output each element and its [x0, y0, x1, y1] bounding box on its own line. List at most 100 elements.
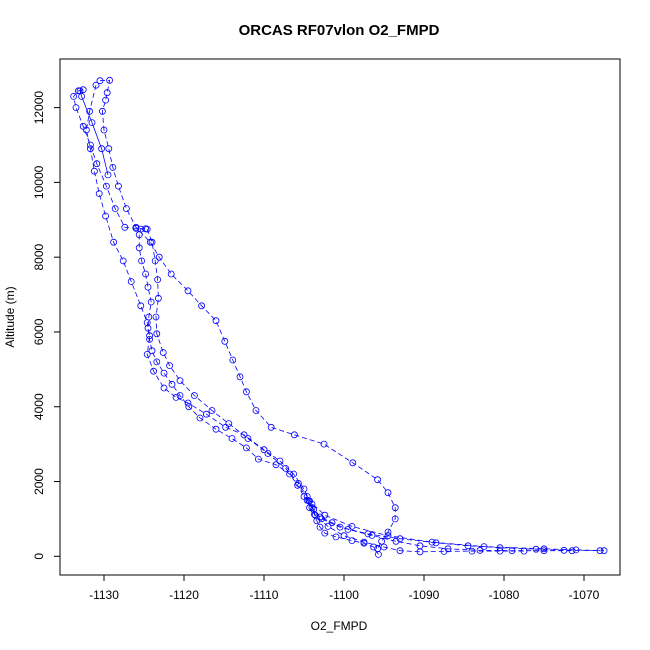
data-point	[154, 276, 162, 284]
data-point	[392, 537, 400, 545]
y-axis: 0 2000 4000 6000 8000 10000 12000	[32, 91, 60, 560]
data-point	[99, 107, 106, 115]
data-point	[93, 160, 101, 168]
data-point	[396, 547, 404, 555]
series	[83, 81, 608, 555]
plot-frame	[59, 58, 621, 576]
data-point	[364, 530, 372, 538]
data-point	[324, 523, 332, 530]
data-point	[160, 384, 168, 392]
data-point	[103, 182, 110, 190]
data-point	[150, 367, 158, 375]
data-point	[109, 163, 117, 171]
data-point	[332, 533, 340, 541]
y-axis-label: Altitude (m)	[3, 286, 17, 347]
data-point	[440, 548, 448, 555]
data-point	[184, 399, 192, 407]
data-point	[294, 479, 302, 487]
data-point	[272, 461, 280, 469]
data-point	[78, 93, 85, 100]
data-point	[144, 283, 152, 291]
data-point	[153, 330, 161, 338]
data-point	[106, 76, 113, 84]
data-point	[83, 126, 90, 134]
data-point	[152, 313, 160, 321]
data-point	[260, 446, 268, 454]
data-point	[143, 319, 151, 327]
data-point	[360, 538, 368, 546]
data-point	[336, 523, 344, 531]
data-point	[212, 317, 220, 325]
data-point	[384, 528, 392, 536]
data-point	[153, 358, 161, 366]
y-tick-label: 2000	[32, 468, 46, 495]
data-point	[102, 96, 109, 104]
data-point	[468, 547, 476, 555]
data-point	[115, 182, 122, 190]
data-point	[476, 546, 484, 554]
series-line	[73, 89, 379, 555]
data-point	[308, 500, 316, 508]
data-point	[155, 253, 163, 261]
data-point	[147, 298, 155, 306]
data-point	[464, 542, 472, 550]
data-point	[208, 407, 216, 414]
data-point	[110, 238, 117, 246]
series-line	[99, 79, 396, 549]
data-point	[184, 287, 192, 295]
data-point	[105, 145, 113, 153]
y-tick-label: 6000	[32, 318, 46, 345]
data-point	[135, 244, 143, 252]
data-point	[166, 362, 174, 370]
data-point	[384, 489, 392, 497]
data-point	[132, 223, 140, 231]
data-point	[368, 532, 376, 539]
data-point	[225, 420, 233, 428]
data-point	[520, 547, 528, 555]
data-point	[212, 425, 220, 433]
data-point	[172, 393, 180, 401]
series	[303, 496, 576, 555]
data-point	[321, 529, 329, 537]
data-point	[146, 332, 154, 340]
y-tick-label: 0	[32, 553, 46, 560]
data-point	[391, 515, 399, 523]
data-point	[300, 485, 308, 493]
data-point	[370, 543, 378, 551]
x-tick-label: -1090	[409, 588, 440, 602]
data-point	[168, 380, 176, 388]
x-tick-label: -1070	[569, 588, 600, 602]
data-point	[88, 119, 96, 126]
data-point	[159, 349, 167, 356]
data-point	[229, 356, 237, 364]
data-point	[137, 302, 145, 310]
data-point	[103, 89, 111, 97]
data-point	[540, 547, 548, 555]
data-point	[138, 257, 146, 265]
data-point	[374, 476, 382, 484]
data-point	[303, 493, 311, 500]
data-point	[290, 470, 298, 478]
data-point	[236, 373, 244, 381]
data-point	[221, 337, 229, 345]
data-point	[286, 470, 294, 478]
y-tick-label: 12000	[32, 91, 46, 125]
data-point	[311, 511, 319, 519]
data-point	[242, 388, 250, 396]
data-point	[143, 225, 151, 233]
data-point	[86, 107, 93, 115]
y-tick-label: 10000	[32, 165, 46, 199]
data-point	[222, 423, 230, 431]
data-point	[316, 513, 324, 521]
data-point	[98, 145, 105, 153]
data-point	[264, 450, 272, 457]
data-point	[198, 302, 206, 310]
series	[76, 87, 112, 179]
series-line	[85, 85, 605, 552]
data-point	[290, 431, 298, 439]
data-point	[121, 223, 129, 231]
x-axis-label: O2_FMPD	[311, 619, 368, 633]
data-point	[119, 257, 127, 265]
data-point	[146, 238, 154, 246]
data-point	[240, 431, 248, 439]
